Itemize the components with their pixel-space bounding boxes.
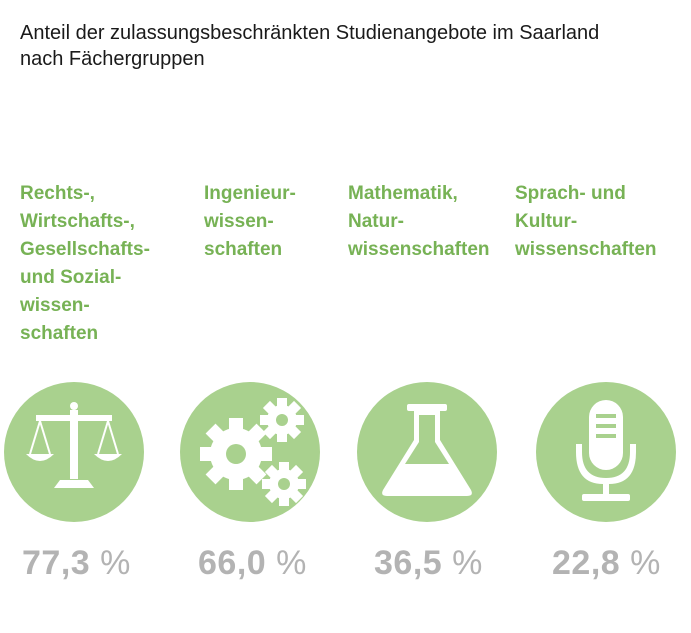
group-label-line: schaften	[20, 323, 99, 344]
group-label-line: Kultur-	[515, 211, 578, 232]
group-label-line: wissenschaften	[348, 239, 490, 260]
group-label-line: Sprach- und	[515, 183, 626, 204]
group-label-line: Gesellschafts-	[20, 239, 150, 260]
value-unit: %	[630, 544, 661, 582]
chart-title-line-1: Anteil der zulassungsbeschränkten Studie…	[20, 22, 600, 44]
value-number: 66,0	[198, 544, 267, 582]
group-label-line: Mathematik,	[348, 183, 458, 204]
chart-title: Anteil der zulassungsbeschränkten Studie…	[20, 20, 680, 72]
icon-circle-sprach	[536, 382, 676, 522]
microphone-icon	[576, 400, 636, 501]
chart-title-line-2: nach Fächergruppen	[20, 48, 205, 70]
value-ingenieur: 66,0 %	[198, 544, 307, 583]
group-label-line: schaften	[204, 239, 283, 260]
gears-icon	[200, 398, 306, 506]
value-unit: %	[100, 544, 131, 582]
value-number: 77,3	[22, 544, 91, 582]
group-label-line: Wirtschafts-,	[20, 211, 135, 232]
group-label-line: Natur-	[348, 211, 404, 232]
icon-circle-rechts	[4, 382, 144, 522]
value-mathematik: 36,5 %	[374, 544, 483, 583]
group-label-rechts: Rechts-, Wirtschafts-, Gesellschafts- un…	[20, 180, 150, 348]
value-unit: %	[276, 544, 307, 582]
group-label-line: wissen-	[20, 295, 90, 316]
group-label-line: Ingenieur-	[204, 183, 296, 204]
group-label-line: wissenschaften	[515, 239, 657, 260]
icon-circle-ingenieur	[180, 382, 320, 522]
group-label-sprach: Sprach- und Kultur- wissenschaften	[515, 180, 657, 264]
group-label-ingenieur: Ingenieur- wissen- schaften	[204, 180, 296, 264]
group-label-line: und Sozial-	[20, 267, 122, 288]
value-unit: %	[452, 544, 483, 582]
value-rechts: 77,3 %	[22, 544, 131, 583]
icon-circle-mathematik	[357, 382, 497, 522]
group-label-line: Rechts-,	[20, 183, 95, 204]
scales-icon	[26, 402, 122, 488]
value-number: 36,5	[374, 544, 443, 582]
flask-icon	[382, 404, 472, 496]
group-label-line: wissen-	[204, 211, 274, 232]
group-label-mathematik: Mathematik, Natur- wissenschaften	[348, 180, 490, 264]
value-sprach: 22,8 %	[552, 544, 661, 583]
value-number: 22,8	[552, 544, 621, 582]
